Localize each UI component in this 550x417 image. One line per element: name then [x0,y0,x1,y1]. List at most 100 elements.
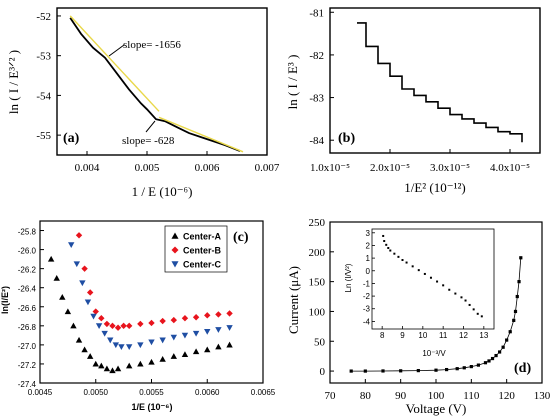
panel-c-point-center-b [98,315,105,322]
panel-a-x-tick-label: 0.004 [75,162,100,174]
panel-a-slope-annotation-2: slope= -628 [122,135,175,147]
panel-b-y-tick-label: -84 [309,135,324,147]
panel-d-inset-point [448,288,451,291]
panel-c-legend-label-center-a: Center-A [183,232,222,242]
panel-d-inset-y-tick-label: -4 [363,317,371,326]
panel-d-point [498,350,502,354]
panel-d-inset-point [383,240,386,243]
panel-a-label: (a) [63,131,80,146]
panel-c-point-center-c [95,323,103,330]
panel-d-inset-point [476,312,479,315]
panel-c-point-center-a [159,355,166,362]
panel-c-point-center-b [148,319,155,327]
panel-c-x-tick-label: 0.0055 [139,388,164,397]
panel-c-legend-marker-center-c [171,261,179,268]
panel-c-point-center-c [112,342,120,349]
panel-b-x-tick-label: 4.0x10⁻⁵ [490,162,530,174]
panel-c-point-center-c [181,332,189,339]
panel-c-point-center-a [192,348,200,355]
panel-c-point-center-b [159,317,166,325]
panel-d-inset-point [464,299,467,302]
panel-d-inset-y-tick-label: -1 [363,279,371,288]
panel-d-y-axis-label: Current (μA) [286,266,301,334]
panel-d-point [469,365,473,369]
panel-a-fit-line-2 [158,116,244,153]
panel-a-x-tick-label: 0.007 [255,162,280,174]
panel-b-x-tick-label: 3.0x10⁻⁵ [430,162,470,174]
panel-d-point [517,280,521,284]
panel-c-label: (c) [233,230,249,245]
panel-c-point-center-b [204,312,211,319]
panel-c-y-tick-label: -27.2 [18,361,37,370]
panel-c-point-center-c [73,261,80,268]
panel-d-inset-point [385,243,388,246]
panel-c-point-center-a [64,308,72,315]
panel-c-point-center-a [98,362,105,369]
panel-a-y-tick-label: -52 [36,11,51,23]
panel-c-point-center-c [107,337,114,344]
panel-d-inset-x-tick-label: 12 [459,331,468,340]
panel-c-y-tick-label: -27.0 [18,342,37,351]
panel-d-inset-point [401,259,404,262]
panel-d-point [349,369,353,373]
panel-c-x-tick-label: 0.0060 [195,388,220,397]
panel-c-y-tick-label: -25.8 [18,228,37,237]
panel-c-point-center-c [159,337,166,344]
panel-d-point [476,363,480,367]
panel-c-point-center-c [215,327,222,333]
panel-d-inset-point [460,296,463,299]
panel-d-inset-x-tick-label: 11 [439,331,448,340]
panel-b-y-tick-label: -83 [309,93,324,105]
panel-d-point [501,345,505,349]
panel-a-x-axis-label: 1 / E (10⁻⁶) [132,184,193,199]
panel-d-inset-point [442,284,445,287]
panel-c-point-center-a [114,365,122,372]
panel-c-point-center-a [148,358,155,365]
panel-c-point-center-c [84,299,92,306]
panel-a-fit-line-1 [69,15,160,112]
panel-d-x-tick-label: 110 [463,390,480,402]
panel-d-inset-frame [371,228,495,330]
panel-c-point-center-c [226,325,233,331]
panel-d-point [445,367,449,372]
panel-c-point-center-b [81,265,88,272]
panel-c-y-tick-label: -26.4 [18,285,37,294]
panel-a-slope-annotation-1: slope= -1656 [123,39,181,51]
panel-b-y-tick-label: -81 [309,7,324,19]
panel-d-x-tick-label: 70 [325,390,337,402]
panel-a-y-tick-label: -54 [36,90,51,102]
panel-d-inset-point [389,249,392,252]
panel-b-x-tick-label: 1.0x10⁻⁵ [310,162,350,174]
panel-a-y-tick-label: -55 [36,130,51,142]
panel-c-point-center-b [103,320,111,328]
panel-c-y-axis-label: ln(I/E²) [0,286,10,314]
panel-c-point-center-c [101,330,108,337]
panel-d-inset-y-tick-label: 3 [366,229,371,238]
panel-d-chart: (d) Voltage (V) Current (μA) 10⁻³/V Ln (… [286,217,550,416]
panel-c-point-center-a [70,322,77,329]
panel-c-point-center-b [215,311,222,318]
panel-d-inset-y-tick-label: 1 [366,254,371,263]
panel-d-point [515,294,519,299]
panel-c-point-center-a [92,360,99,367]
panel-a-chart: (a) slope= -1656 slope= -628 1 / E (10⁻⁶… [6,7,280,199]
panel-c-y-tick-label: -27.4 [18,380,37,389]
panel-c-point-center-c [126,344,133,350]
panel-c-x-axis-label: 1/E (10⁻⁶) [132,402,173,412]
panel-c-point-center-b [226,310,233,317]
panel-c-point-center-c [90,313,97,320]
panel-d-inset-point [472,308,475,311]
panel-d-y-tick-label: 50 [314,336,326,348]
panel-c-point-center-c [118,344,125,350]
panel-c-point-center-a [81,346,88,353]
panel-d-inset-point [411,265,414,268]
panel-c-point-center-a [86,353,94,359]
panel-d-point [494,353,498,358]
panel-d-inset-point [480,315,483,318]
panel-d-x-tick-label: 80 [360,390,372,402]
panel-d-inset-point [454,292,457,295]
panel-c-point-center-b [86,289,94,296]
panel-d-x-tick-label: 130 [534,390,550,402]
panel-d-x-tick-label: 120 [498,390,515,402]
